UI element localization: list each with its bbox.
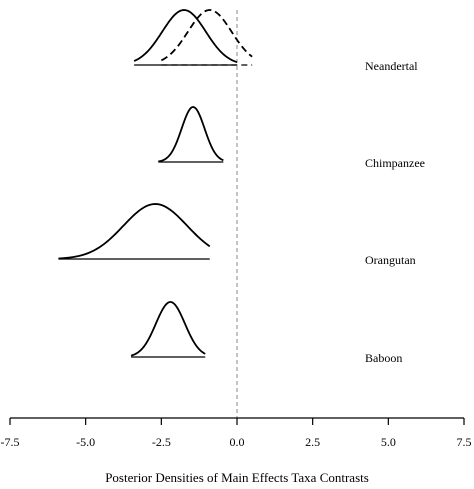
density-curve-neandertal	[133, 9, 238, 63]
density-curve-orangutan	[58, 203, 211, 260]
x-tick-label: -2.5	[152, 435, 171, 449]
taxon-label-orangutan: Orangutan	[365, 253, 416, 267]
x-tick-label: 7.5	[457, 435, 472, 449]
density-curve-neandertal-dashed	[160, 9, 253, 62]
series-orangutan: Orangutan	[58, 203, 416, 267]
taxon-label-baboon: Baboon	[365, 351, 402, 365]
series-neandertal-dashed	[160, 9, 253, 66]
series-baboon: Baboon	[130, 301, 402, 365]
x-axis: -7.5 -5.0 -2.5 0.0 2.5 5.0 7.5	[1, 417, 472, 449]
x-tick-label: 5.0	[381, 435, 396, 449]
x-axis-label: Posterior Densities of Main Effects Taxa…	[105, 470, 369, 485]
x-tick-label: -5.0	[76, 435, 95, 449]
x-tick-label: 0.0	[230, 435, 245, 449]
density-series: Neandertal Chimpanzee Orangutan Baboon	[58, 9, 425, 365]
taxon-label-chimpanzee: Chimpanzee	[365, 156, 425, 170]
density-curve-chimpanzee	[158, 106, 224, 163]
series-chimpanzee: Chimpanzee	[158, 106, 425, 170]
taxon-label-neandertal: Neandertal	[365, 59, 418, 73]
x-tick-label: 2.5	[305, 435, 320, 449]
x-tick-label: -7.5	[1, 435, 20, 449]
density-curve-baboon	[130, 301, 206, 357]
series-neandertal: Neandertal	[133, 9, 418, 73]
